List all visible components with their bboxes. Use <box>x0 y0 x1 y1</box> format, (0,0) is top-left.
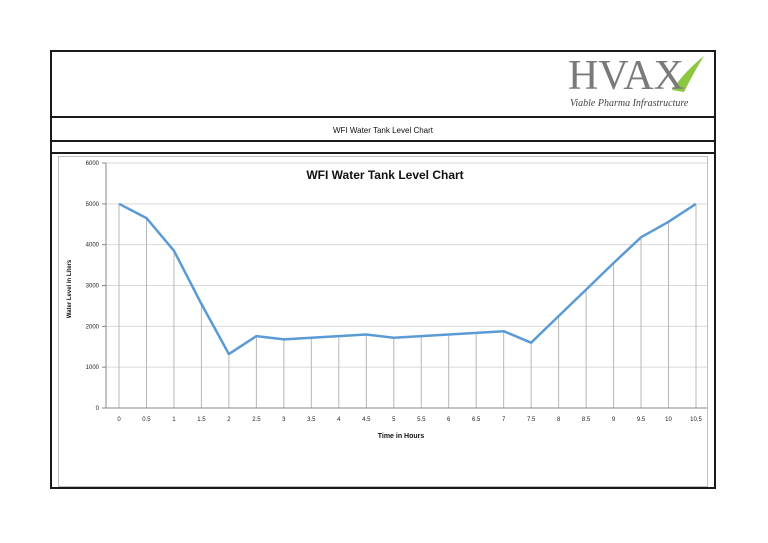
x-tick-label: 4 <box>337 417 341 423</box>
y-tick-label: 1000 <box>86 365 100 371</box>
x-tick-label: 7.5 <box>527 417 536 423</box>
hvax-logo: HVAX Viable Pharma Infrastructure <box>568 52 718 114</box>
x-tick-label: 7 <box>502 417 506 423</box>
y-tick-label: 5000 <box>86 202 100 208</box>
y-tick-label: 4000 <box>86 243 100 249</box>
axes <box>102 162 707 409</box>
x-axis-label: Time in Hours <box>378 433 425 440</box>
series-layer <box>118 202 697 356</box>
x-tick-label: 3.5 <box>307 417 316 423</box>
logo-tagline: Viable Pharma Infrastructure <box>570 98 689 109</box>
x-tick-label: 2 <box>227 417 231 423</box>
x-tick-label: 4.5 <box>362 417 371 423</box>
document-frame: HVAX Viable Pharma Infrastructure WFI Wa… <box>50 50 716 489</box>
x-tick-label: 10.5 <box>690 417 702 423</box>
x-tick-label: 2.5 <box>252 417 261 423</box>
x-tick-label: 8 <box>557 417 561 423</box>
x-tick-label: 8.5 <box>582 417 591 423</box>
line-chart: 0 1000 2000 3000 4000 5000 6000 0 0.5 1 1.5 2 2.5 3 3… <box>67 161 707 440</box>
x-tick-label: 5.5 <box>417 417 426 423</box>
series-line <box>118 202 697 356</box>
logo-graphic <box>672 56 704 92</box>
x-tick-label: 9 <box>612 417 616 423</box>
x-tick-label: 0.5 <box>142 417 151 423</box>
x-tick-label: 1.5 <box>197 417 206 423</box>
logo-text: HVAX <box>568 53 684 99</box>
divider-line <box>52 152 714 154</box>
y-tick-label: 3000 <box>86 284 100 290</box>
page-subtitle: WFI Water Tank Level Chart <box>332 126 434 135</box>
y-tick-label: 2000 <box>86 324 100 330</box>
x-tick-label: 10 <box>665 417 672 423</box>
x-tick-label: 0 <box>117 417 121 423</box>
x-tick-label: 5 <box>392 417 396 423</box>
x-tick-label: 6.5 <box>472 417 481 423</box>
grid-lines <box>106 162 707 408</box>
y-tick-label: 0 <box>96 406 100 412</box>
divider-line <box>52 116 714 118</box>
chart-container: 0 1000 2000 3000 4000 5000 6000 0 0.5 1 1.5 2 2.5 3 3… <box>58 156 708 487</box>
logo-swoosh <box>672 56 704 92</box>
y-tick-label: 6000 <box>86 161 100 167</box>
y-tick-labels: 0 1000 2000 3000 4000 5000 6000 <box>86 161 100 412</box>
x-tick-label: 3 <box>282 417 286 423</box>
x-tick-label: 6 <box>447 417 451 423</box>
chart-title: WFI Water Tank Level Chart <box>306 168 463 182</box>
x-tick-label: 1 <box>172 417 176 423</box>
y-axis-label: Water Level in Liters <box>67 259 73 318</box>
x-tick-labels: 0 0.5 1 1.5 2 2.5 3 3.5 4 4.5 5 5.5 6 6.5 7 7.5 8 8.5 9 9.5… <box>117 417 702 423</box>
x-tick-label: 9.5 <box>637 417 646 423</box>
divider-line <box>52 140 714 142</box>
